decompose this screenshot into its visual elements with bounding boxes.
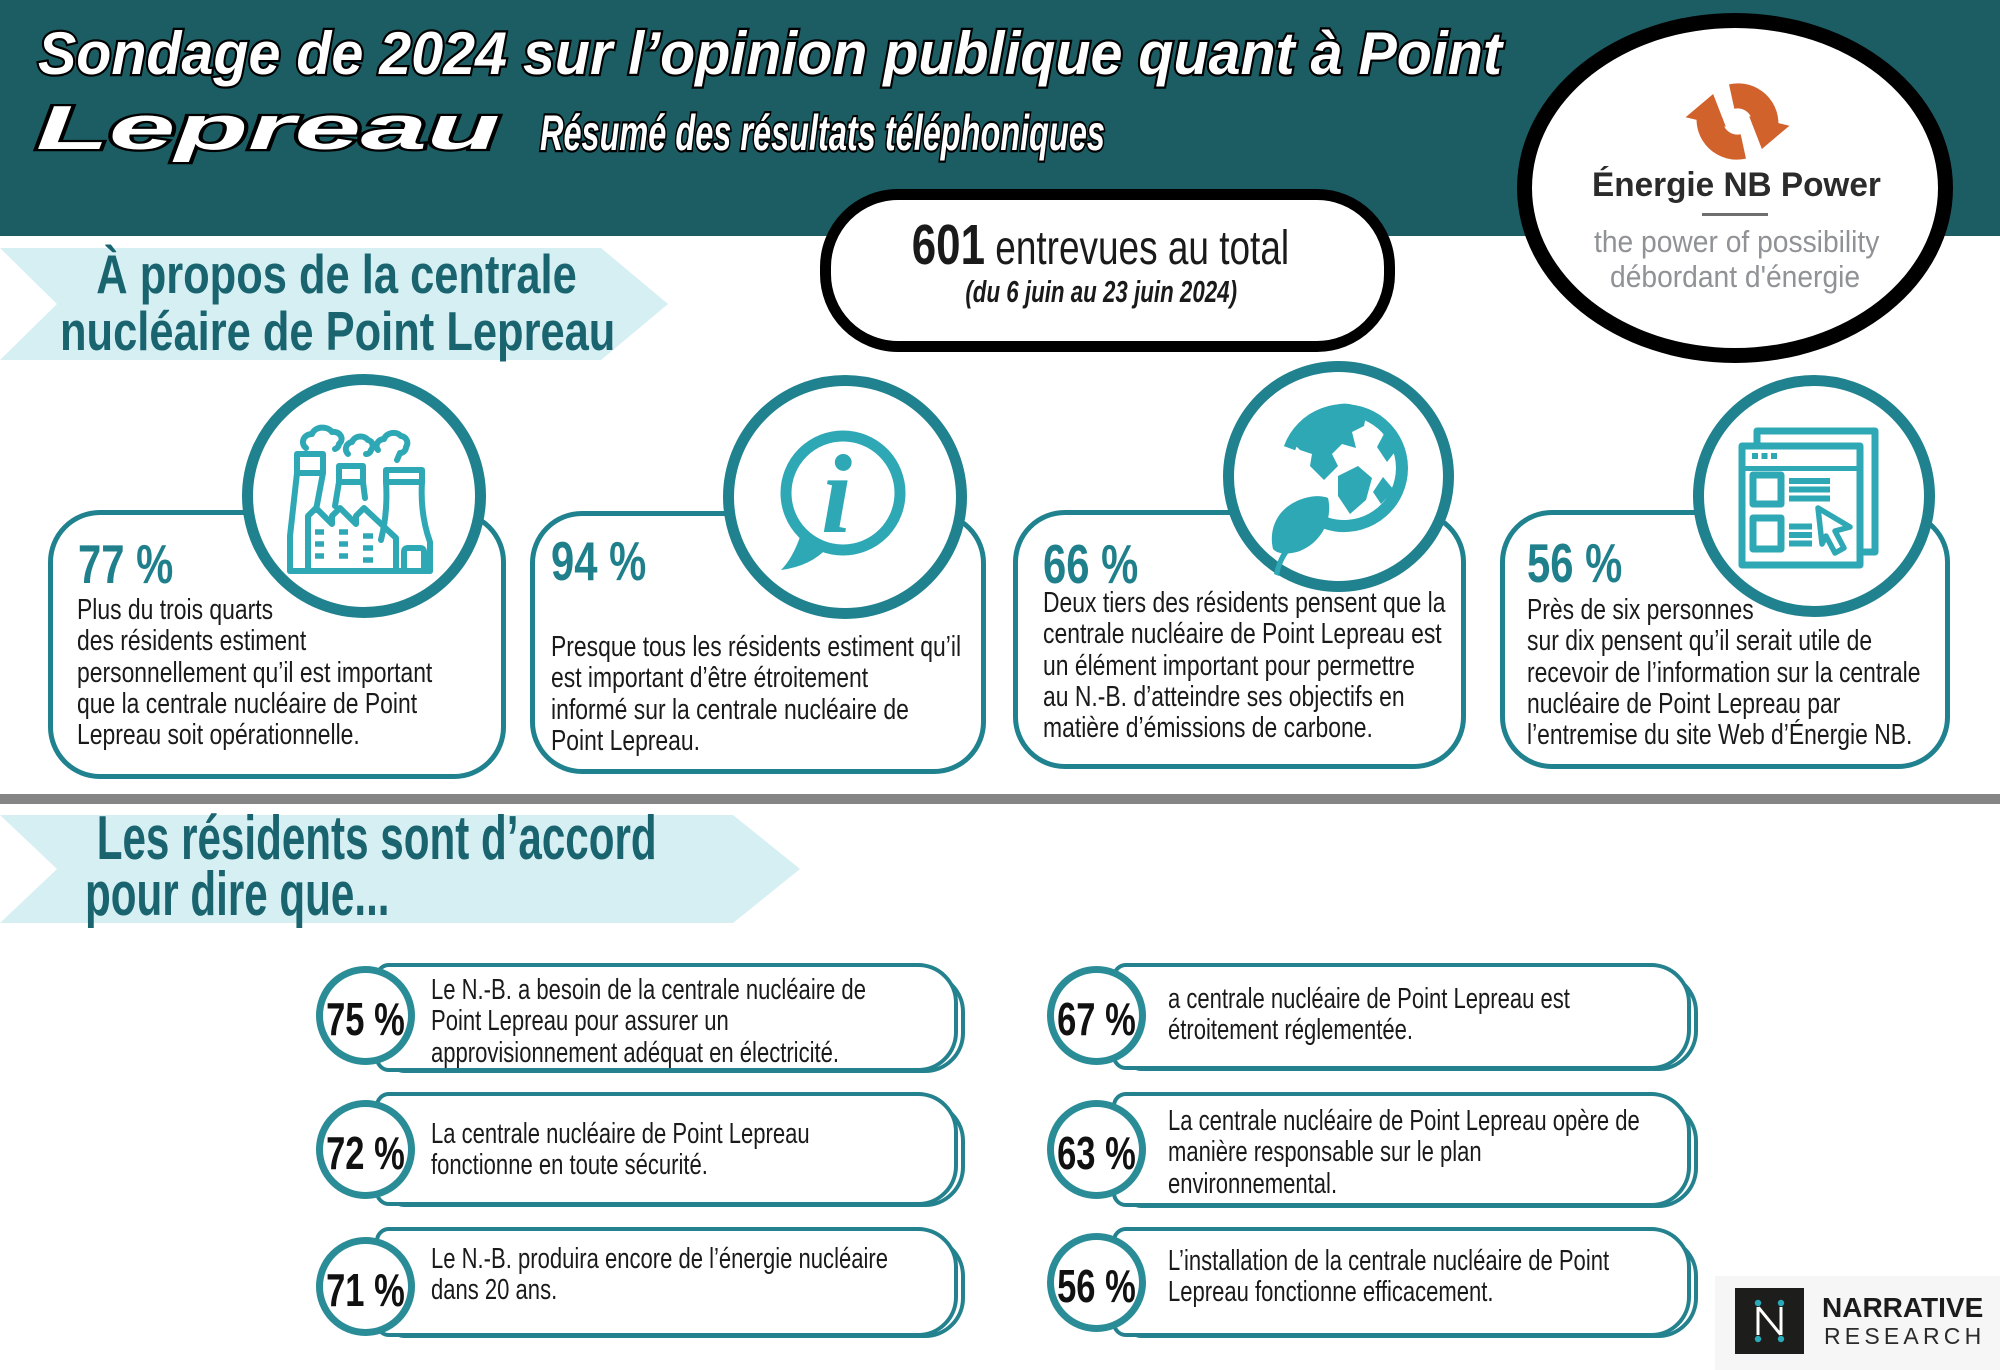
svg-text:Sondage de 2024 sur l’opinion: Sondage de 2024 sur l’opinion publique q… [38,20,1505,87]
svg-text:Lepreau: Lepreau [36,94,500,163]
svg-text:i: i [821,433,852,557]
svg-text:Résumé des résultats téléphoni: Résumé des résultats téléphoniques [540,105,1105,161]
